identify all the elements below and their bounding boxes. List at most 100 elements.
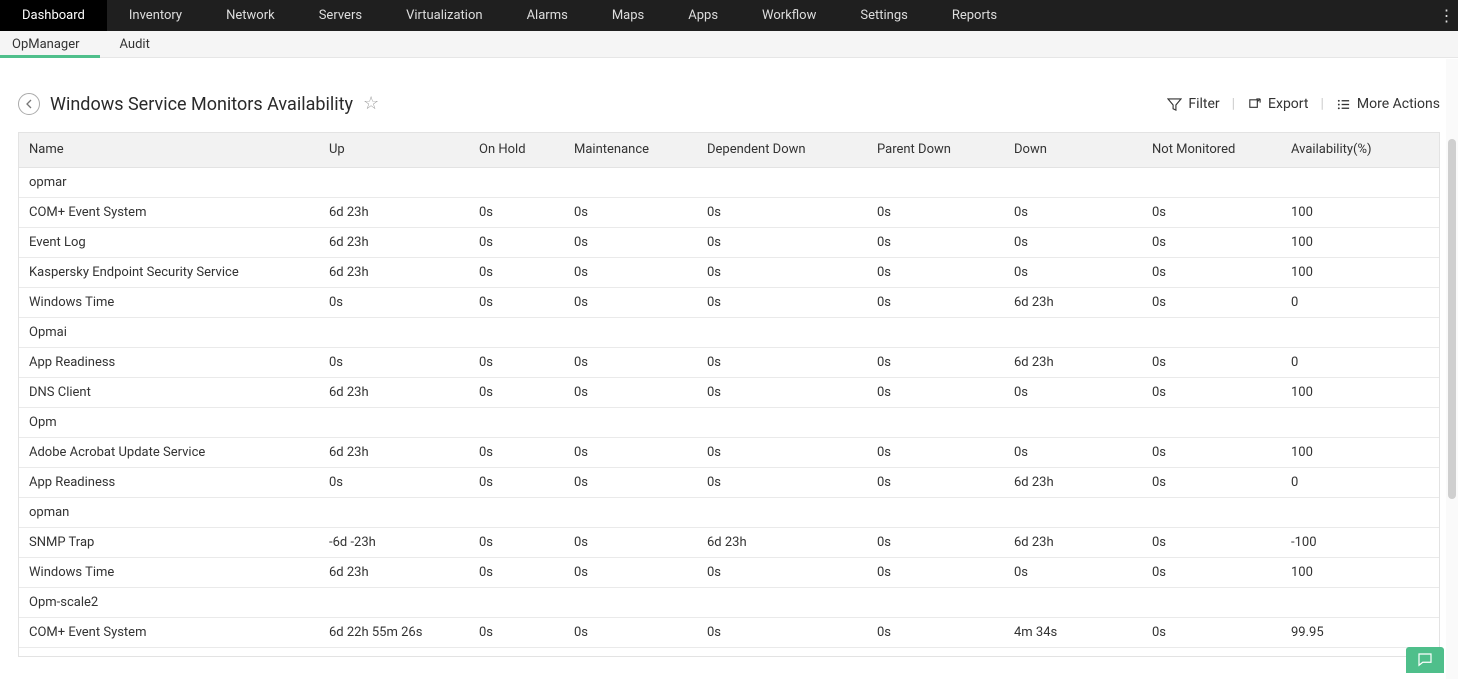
topnav-item-maps[interactable]: Maps bbox=[590, 0, 666, 31]
table-cell: 0s bbox=[469, 527, 564, 557]
column-header[interactable]: Availability(%) bbox=[1281, 133, 1439, 167]
table-cell: 0s bbox=[1004, 377, 1142, 407]
table-cell: 0s bbox=[564, 527, 697, 557]
table-row[interactable]: Kaspersky Endpoint Security Service6d 23… bbox=[19, 257, 1439, 287]
column-header[interactable]: Name bbox=[19, 133, 319, 167]
topnav-item-workflow[interactable]: Workflow bbox=[740, 0, 838, 31]
table-cell: 0s bbox=[1142, 377, 1281, 407]
chat-icon bbox=[1416, 651, 1434, 669]
column-header[interactable]: Up bbox=[319, 133, 469, 167]
filter-button[interactable]: Filter bbox=[1167, 96, 1219, 112]
table-header: NameUpOn HoldMaintenanceDependent DownPa… bbox=[19, 133, 1439, 167]
group-label: opman bbox=[19, 497, 1439, 527]
column-header[interactable]: On Hold bbox=[469, 133, 564, 167]
header-actions: Filter | Export | More Actions bbox=[1167, 96, 1440, 112]
favorite-star-button[interactable]: ☆ bbox=[363, 95, 379, 113]
table-cell: 0s bbox=[1004, 437, 1142, 467]
export-label: Export bbox=[1268, 96, 1308, 112]
table-row[interactable]: DNS Client6d 23h0s0s0s0s0s0s100 bbox=[19, 377, 1439, 407]
table-cell: 0s bbox=[564, 647, 697, 657]
table-cell: 6d 23h bbox=[319, 197, 469, 227]
table-cell: 0s bbox=[469, 227, 564, 257]
table-cell: COM+ Event System bbox=[19, 617, 319, 647]
scrollbar-thumb[interactable] bbox=[1448, 139, 1456, 499]
table-row[interactable]: App Readiness0s0s0s0s0s6d 23h0s0 bbox=[19, 347, 1439, 377]
sub-nav: OpManagerAudit bbox=[0, 31, 1458, 58]
separator: | bbox=[1318, 96, 1325, 112]
column-header[interactable]: Maintenance bbox=[564, 133, 697, 167]
table-cell: 100 bbox=[1281, 437, 1439, 467]
table-cell: 100 bbox=[1281, 227, 1439, 257]
table-cell: 0s bbox=[564, 287, 697, 317]
table-cell: 0s bbox=[469, 437, 564, 467]
table-cell: 0s bbox=[564, 227, 697, 257]
table-cell: 0s bbox=[697, 257, 867, 287]
table-cell: 0s bbox=[867, 527, 1004, 557]
table-row[interactable]: Windows Time0s0s0s0s0s6d 23h0s0 bbox=[19, 287, 1439, 317]
table-cell: 0s bbox=[564, 197, 697, 227]
table-cell: Windows Time bbox=[19, 557, 319, 587]
table-cell: 6d 23h bbox=[1004, 287, 1142, 317]
topnav-item-servers[interactable]: Servers bbox=[297, 0, 384, 31]
table-cell: 0 bbox=[1281, 287, 1439, 317]
table-cell: 4m 34s bbox=[1004, 617, 1142, 647]
topnav-item-dashboard[interactable]: Dashboard bbox=[0, 0, 107, 31]
more-actions-button[interactable]: More Actions bbox=[1336, 96, 1440, 112]
vertical-dots-icon bbox=[1439, 6, 1442, 25]
topnav-item-inventory[interactable]: Inventory bbox=[107, 0, 204, 31]
chat-button[interactable] bbox=[1406, 647, 1444, 673]
topnav-more-button[interactable] bbox=[1430, 0, 1450, 31]
table-cell: 0s bbox=[1142, 257, 1281, 287]
table-cell: 0s bbox=[564, 437, 697, 467]
table-cell: 6d 22h 55m 26s bbox=[319, 617, 469, 647]
table-row[interactable]: Event Log6d 22h 55m 26s0s0s0s0s4m 34s0s9… bbox=[19, 647, 1439, 657]
column-header[interactable]: Down bbox=[1004, 133, 1142, 167]
table-cell: 0 bbox=[1281, 347, 1439, 377]
column-header[interactable]: Not Monitored bbox=[1142, 133, 1281, 167]
table-cell: 100 bbox=[1281, 197, 1439, 227]
topnav-item-alarms[interactable]: Alarms bbox=[505, 0, 590, 31]
subnav-item-opmanager[interactable]: OpManager bbox=[0, 31, 100, 57]
list-icon bbox=[1336, 97, 1351, 112]
filter-icon bbox=[1167, 97, 1182, 112]
table-row[interactable]: COM+ Event System6d 22h 55m 26s0s0s0s0s4… bbox=[19, 617, 1439, 647]
table-cell: 6d 23h bbox=[1004, 467, 1142, 497]
table-row[interactable]: Event Log6d 23h0s0s0s0s0s0s100 bbox=[19, 227, 1439, 257]
subnav-item-audit[interactable]: Audit bbox=[100, 31, 170, 57]
table-row[interactable]: Adobe Acrobat Update Service6d 23h0s0s0s… bbox=[19, 437, 1439, 467]
export-button[interactable]: Export bbox=[1247, 96, 1308, 112]
table-cell: 0s bbox=[867, 257, 1004, 287]
table-cell: 0s bbox=[867, 377, 1004, 407]
table-cell: 0s bbox=[697, 467, 867, 497]
table-row[interactable]: Windows Time6d 23h0s0s0s0s0s0s100 bbox=[19, 557, 1439, 587]
scrollbar-track[interactable] bbox=[1446, 59, 1458, 679]
table-cell: 0s bbox=[697, 287, 867, 317]
column-header[interactable]: Dependent Down bbox=[697, 133, 867, 167]
table-cell: Kaspersky Endpoint Security Service bbox=[19, 257, 319, 287]
topnav-item-apps[interactable]: Apps bbox=[666, 0, 740, 31]
table-cell: App Readiness bbox=[19, 347, 319, 377]
table-row[interactable]: App Readiness0s0s0s0s0s6d 23h0s0 bbox=[19, 467, 1439, 497]
table-cell: Adobe Acrobat Update Service bbox=[19, 437, 319, 467]
table-row[interactable]: SNMP Trap-6d -23h0s0s6d 23h0s6d 23h0s-10… bbox=[19, 527, 1439, 557]
table-row[interactable]: COM+ Event System6d 23h0s0s0s0s0s0s100 bbox=[19, 197, 1439, 227]
topnav-item-network[interactable]: Network bbox=[204, 0, 297, 31]
column-header[interactable]: Parent Down bbox=[867, 133, 1004, 167]
topnav-item-virtualization[interactable]: Virtualization bbox=[384, 0, 505, 31]
table-cell: 0s bbox=[1142, 347, 1281, 377]
table-group-row: Opmai bbox=[19, 317, 1439, 347]
table-cell: 6d 23h bbox=[1004, 347, 1142, 377]
back-button[interactable] bbox=[18, 93, 40, 115]
table-cell: Event Log bbox=[19, 647, 319, 657]
table-cell: 0s bbox=[564, 257, 697, 287]
topnav-item-reports[interactable]: Reports bbox=[930, 0, 1019, 31]
table-group-row: opman bbox=[19, 497, 1439, 527]
table-cell: 0s bbox=[697, 197, 867, 227]
group-label: Opm bbox=[19, 407, 1439, 437]
table-cell: Event Log bbox=[19, 227, 319, 257]
top-nav: DashboardInventoryNetworkServersVirtuali… bbox=[0, 0, 1458, 31]
table-cell: 0s bbox=[1142, 647, 1281, 657]
table-cell: 0s bbox=[1004, 197, 1142, 227]
topnav-item-settings[interactable]: Settings bbox=[838, 0, 929, 31]
table-cell: 0s bbox=[867, 287, 1004, 317]
